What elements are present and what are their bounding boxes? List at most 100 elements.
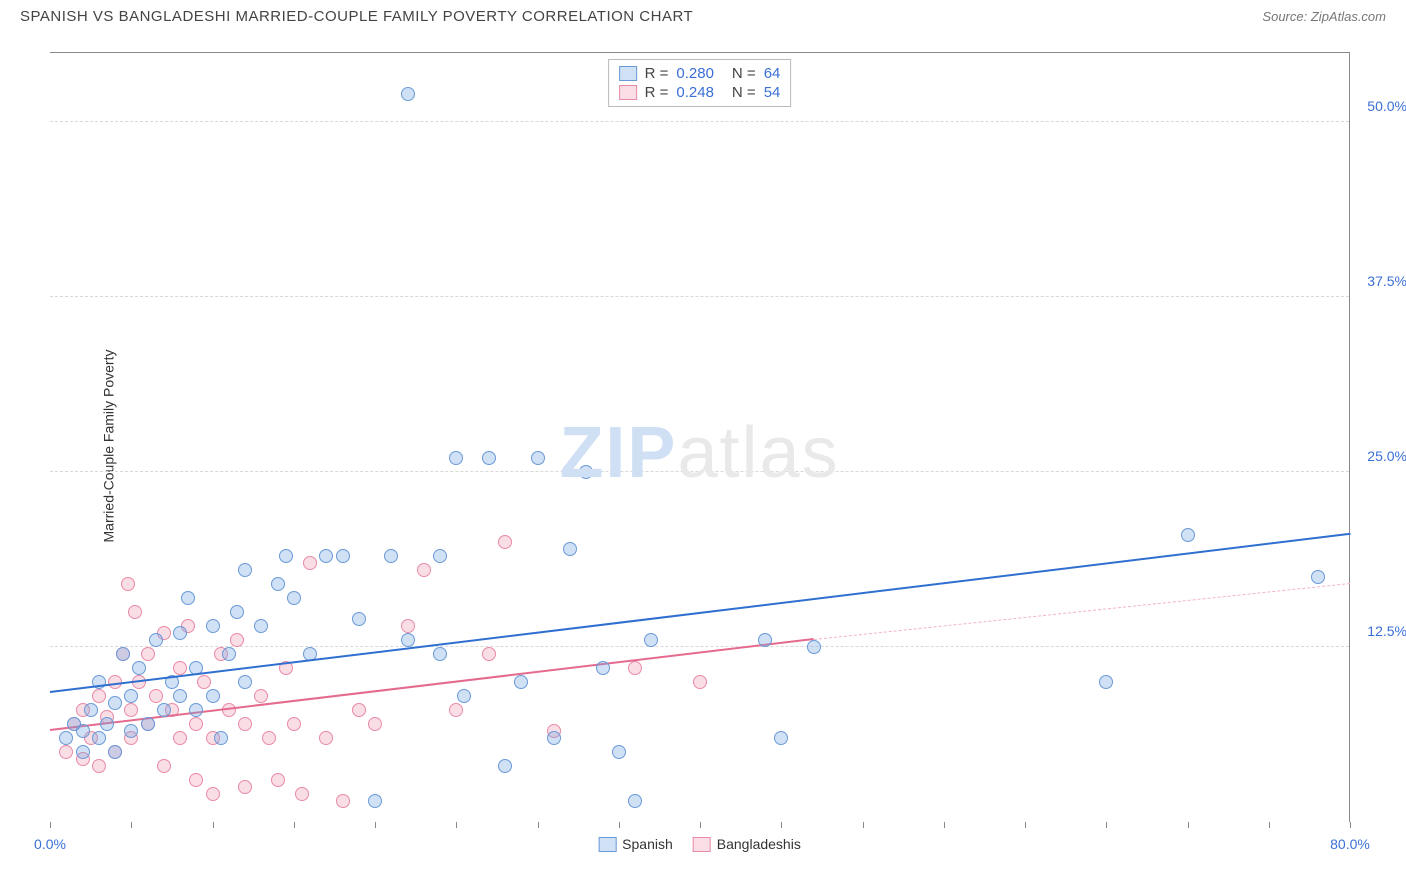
x-tick — [131, 822, 132, 828]
scatter-point-bangladeshis — [368, 717, 382, 731]
legend-swatch-bangladeshis — [619, 85, 637, 100]
legend-r-value: 0.280 — [676, 65, 714, 82]
legend-r-value: 0.248 — [676, 84, 714, 101]
trendline-dash-bangladeshis — [814, 583, 1350, 640]
scatter-point-spanish — [59, 731, 73, 745]
scatter-point-bangladeshis — [149, 689, 163, 703]
scatter-point-spanish — [336, 549, 350, 563]
scatter-point-spanish — [238, 675, 252, 689]
scatter-point-spanish — [132, 661, 146, 675]
x-tick — [294, 822, 295, 828]
scatter-point-spanish — [628, 794, 642, 808]
scatter-point-spanish — [433, 549, 447, 563]
x-tick — [781, 822, 782, 828]
scatter-point-spanish — [222, 647, 236, 661]
legend-n-value: 64 — [764, 65, 781, 82]
scatter-point-bangladeshis — [303, 556, 317, 570]
scatter-point-bangladeshis — [128, 605, 142, 619]
gridline — [50, 471, 1349, 472]
x-tick — [50, 822, 51, 828]
legend-swatch-bangladeshis — [693, 837, 711, 852]
legend-n-label: N = — [732, 84, 756, 101]
scatter-point-bangladeshis — [59, 745, 73, 759]
source-name: ZipAtlas.com — [1311, 9, 1386, 24]
scatter-point-spanish — [1181, 528, 1195, 542]
scatter-point-spanish — [206, 619, 220, 633]
scatter-point-spanish — [271, 577, 285, 591]
scatter-point-spanish — [76, 745, 90, 759]
x-tick — [213, 822, 214, 828]
gridline — [50, 296, 1349, 297]
legend-swatch-spanish — [619, 66, 637, 81]
y-tick-label: 12.5% — [1367, 623, 1406, 639]
y-tick-label: 50.0% — [1367, 98, 1406, 114]
scatter-point-bangladeshis — [92, 759, 106, 773]
x-tick-label: 80.0% — [1330, 836, 1370, 852]
scatter-point-spanish — [482, 451, 496, 465]
scatter-point-bangladeshis — [417, 563, 431, 577]
scatter-point-bangladeshis — [352, 703, 366, 717]
scatter-point-bangladeshis — [271, 773, 285, 787]
scatter-point-bangladeshis — [628, 661, 642, 675]
scatter-point-bangladeshis — [141, 647, 155, 661]
x-tick — [1025, 822, 1026, 828]
scatter-point-spanish — [1311, 570, 1325, 584]
scatter-point-bangladeshis — [254, 689, 268, 703]
scatter-point-spanish — [181, 591, 195, 605]
x-tick — [619, 822, 620, 828]
x-tick — [1188, 822, 1189, 828]
scatter-point-bangladeshis — [287, 717, 301, 731]
scatter-point-spanish — [214, 731, 228, 745]
scatter-point-spanish — [124, 724, 138, 738]
scatter-point-spanish — [287, 591, 301, 605]
scatter-point-spanish — [774, 731, 788, 745]
x-tick — [1350, 822, 1351, 828]
scatter-point-spanish — [173, 689, 187, 703]
scatter-point-spanish — [449, 451, 463, 465]
scatter-point-bangladeshis — [121, 577, 135, 591]
scatter-point-spanish — [92, 731, 106, 745]
y-tick-label: 25.0% — [1367, 448, 1406, 464]
scatter-point-spanish — [1099, 675, 1113, 689]
scatter-point-bangladeshis — [401, 619, 415, 633]
scatter-point-bangladeshis — [92, 689, 106, 703]
legend-r-label: R = — [645, 65, 669, 82]
scatter-point-spanish — [189, 703, 203, 717]
scatter-point-spanish — [531, 451, 545, 465]
scatter-point-spanish — [498, 759, 512, 773]
scatter-point-spanish — [612, 745, 626, 759]
legend-label: Bangladeshis — [717, 836, 801, 852]
scatter-point-spanish — [368, 794, 382, 808]
scatter-point-spanish — [108, 745, 122, 759]
scatter-point-spanish — [254, 619, 268, 633]
scatter-point-spanish — [563, 542, 577, 556]
chart-title: SPANISH VS BANGLADESHI MARRIED-COUPLE FA… — [20, 8, 693, 25]
scatter-point-bangladeshis — [173, 731, 187, 745]
scatter-point-bangladeshis — [336, 794, 350, 808]
legend-row-bangladeshis: R =0.248N =54 — [619, 83, 781, 102]
scatter-point-spanish — [596, 661, 610, 675]
scatter-point-spanish — [401, 87, 415, 101]
scatter-point-spanish — [157, 703, 171, 717]
scatter-point-spanish — [206, 689, 220, 703]
scatter-point-spanish — [807, 640, 821, 654]
scatter-point-bangladeshis — [262, 731, 276, 745]
scatter-point-spanish — [173, 626, 187, 640]
x-tick — [700, 822, 701, 828]
scatter-point-spanish — [319, 549, 333, 563]
scatter-point-spanish — [457, 689, 471, 703]
scatter-point-spanish — [230, 605, 244, 619]
scatter-point-bangladeshis — [498, 535, 512, 549]
legend-n-value: 54 — [764, 84, 781, 101]
scatter-point-bangladeshis — [319, 731, 333, 745]
legend-n-label: N = — [732, 65, 756, 82]
x-tick — [456, 822, 457, 828]
scatter-point-spanish — [238, 563, 252, 577]
scatter-point-spanish — [433, 647, 447, 661]
correlation-legend: R =0.280N =64R =0.248N =54 — [608, 59, 792, 107]
trendline-spanish — [50, 533, 1350, 693]
scatter-point-spanish — [100, 717, 114, 731]
scatter-point-bangladeshis — [124, 703, 138, 717]
scatter-point-bangladeshis — [482, 647, 496, 661]
x-tick — [538, 822, 539, 828]
